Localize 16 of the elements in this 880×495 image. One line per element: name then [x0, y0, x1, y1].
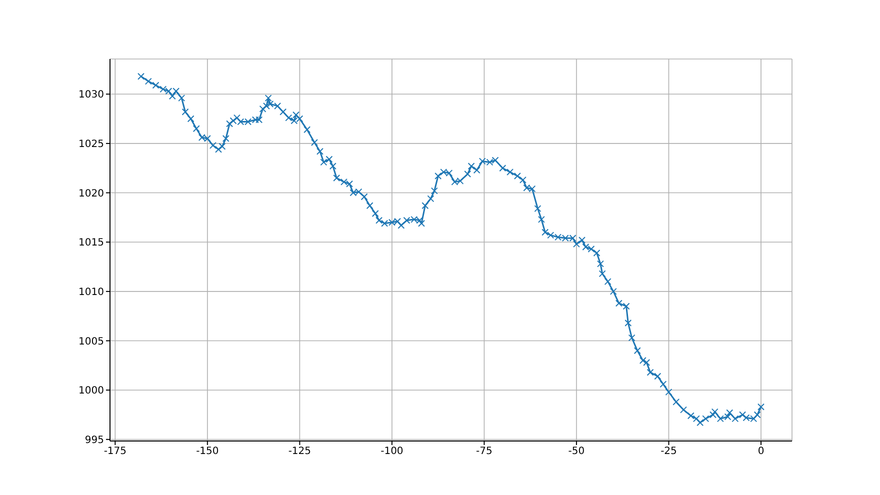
x-tick-label: -175	[104, 446, 127, 458]
x-tick-label: -125	[288, 446, 312, 458]
x-tick-label: -100	[380, 446, 404, 458]
y-tick-label: 1010	[78, 286, 104, 298]
y-tick-label: 1020	[78, 188, 104, 200]
x-tick-label: -75	[476, 446, 492, 458]
y-tick-label: 1000	[78, 386, 104, 397]
y-tick-label: 1015	[78, 238, 104, 249]
x-tick-label: -150	[196, 446, 219, 458]
x-tick-label: -50	[568, 446, 585, 458]
y-tick-label: 1030	[78, 90, 104, 101]
y-tick-label: 995	[84, 434, 104, 446]
x-tick-label: -25	[660, 446, 677, 458]
x-tick-label: 0	[758, 446, 764, 458]
y-tick-label: 1005	[78, 336, 104, 348]
y-tick-label: 1025	[78, 139, 104, 150]
